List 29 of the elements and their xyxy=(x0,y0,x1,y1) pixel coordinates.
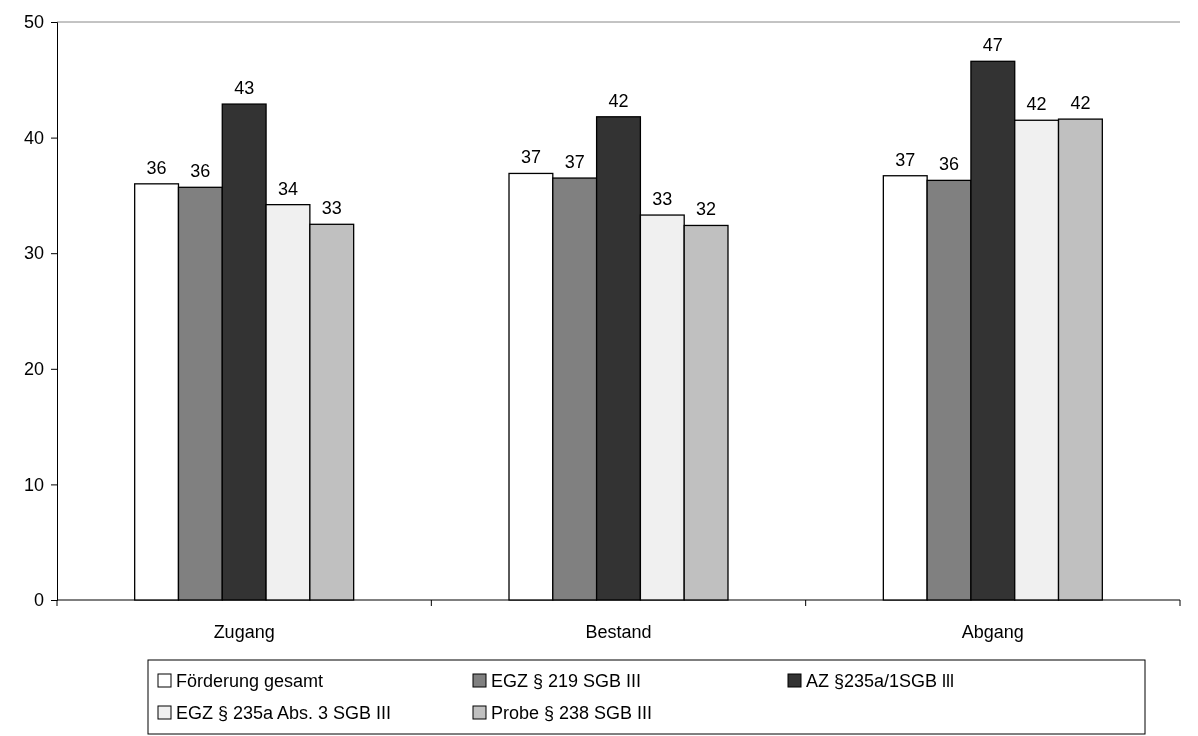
data-label: 34 xyxy=(277,178,298,199)
x-tick-label: Bestand xyxy=(585,622,652,642)
legend-label: Förderung gesamt xyxy=(176,671,324,691)
x-tick-label: Abgang xyxy=(961,622,1024,642)
legend-label: EGZ § 219 SGB III xyxy=(491,671,642,691)
y-tick-label: 0 xyxy=(33,590,44,611)
data-label: 37 xyxy=(895,149,916,170)
y-tick-label: 10 xyxy=(23,474,44,495)
data-label: 42 xyxy=(608,90,629,111)
data-label: 37 xyxy=(564,152,585,173)
legend-label: Probe § 238 SGB III xyxy=(491,703,653,723)
x-tick-label: Zugang xyxy=(213,622,275,642)
data-label: 43 xyxy=(234,78,255,99)
data-label: 32 xyxy=(696,199,717,220)
data-label: 42 xyxy=(1070,93,1091,114)
legend-label: AZ §235a/1SGB lll xyxy=(806,671,955,691)
data-label: 47 xyxy=(982,35,1003,56)
data-label: 36 xyxy=(939,154,960,175)
y-tick-label: 50 xyxy=(23,12,44,33)
data-label: 36 xyxy=(190,161,211,182)
y-tick-label: 40 xyxy=(23,127,44,148)
data-label: 33 xyxy=(652,189,673,210)
y-tick-label: 20 xyxy=(23,359,44,380)
data-label: 42 xyxy=(1026,94,1047,115)
y-tick-label: 30 xyxy=(23,243,44,264)
data-label: 33 xyxy=(321,198,342,219)
legend-label: EGZ § 235a Abs. 3 SGB III xyxy=(176,703,392,723)
data-label: 36 xyxy=(146,157,167,178)
data-label: 37 xyxy=(520,147,541,168)
